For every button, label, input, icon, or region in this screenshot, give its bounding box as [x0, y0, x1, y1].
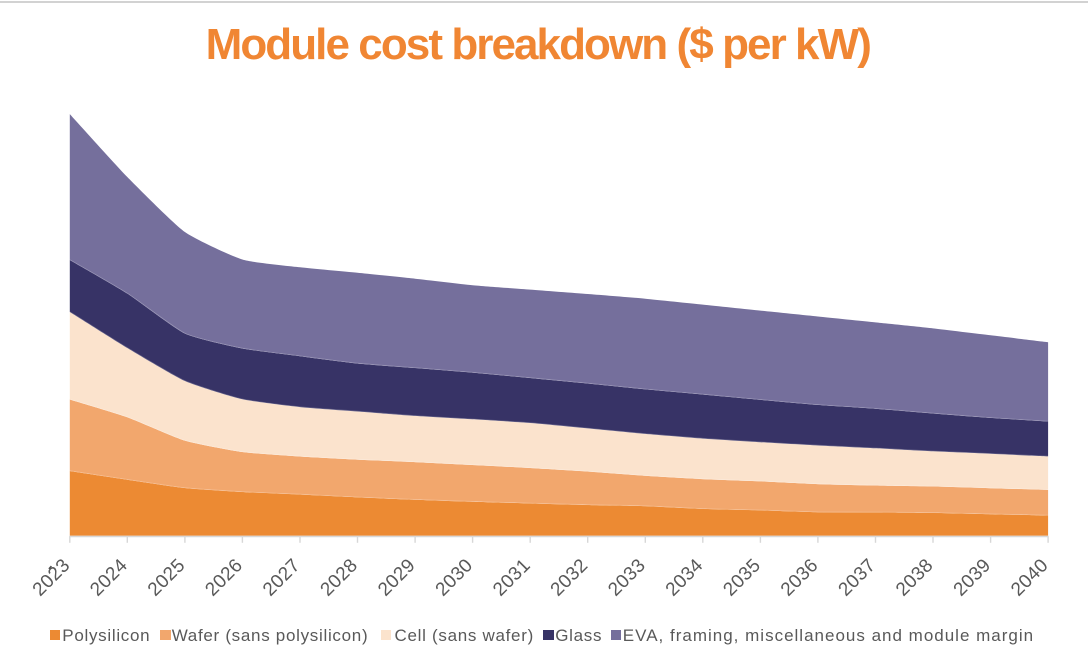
svg-text:2035: 2035 — [719, 555, 765, 601]
svg-text:2036: 2036 — [777, 555, 823, 601]
svg-text:2025: 2025 — [144, 555, 190, 601]
svg-text:2030: 2030 — [432, 555, 478, 601]
svg-text:2031: 2031 — [489, 555, 535, 601]
svg-text:2029: 2029 — [374, 555, 420, 601]
svg-text:2038: 2038 — [892, 555, 938, 601]
svg-text:2027: 2027 — [259, 555, 305, 601]
svg-text:2037: 2037 — [835, 555, 881, 601]
svg-text:2028: 2028 — [317, 555, 363, 601]
svg-text:2040: 2040 — [1007, 555, 1053, 601]
svg-text:2033: 2033 — [604, 555, 650, 601]
svg-text:2039: 2039 — [950, 555, 996, 601]
svg-text:2034: 2034 — [662, 555, 708, 601]
svg-text:2032: 2032 — [547, 555, 593, 601]
svg-text:2026: 2026 — [201, 555, 247, 601]
svg-text:2024: 2024 — [86, 555, 132, 601]
svg-text:2023: 2023 — [29, 555, 75, 601]
